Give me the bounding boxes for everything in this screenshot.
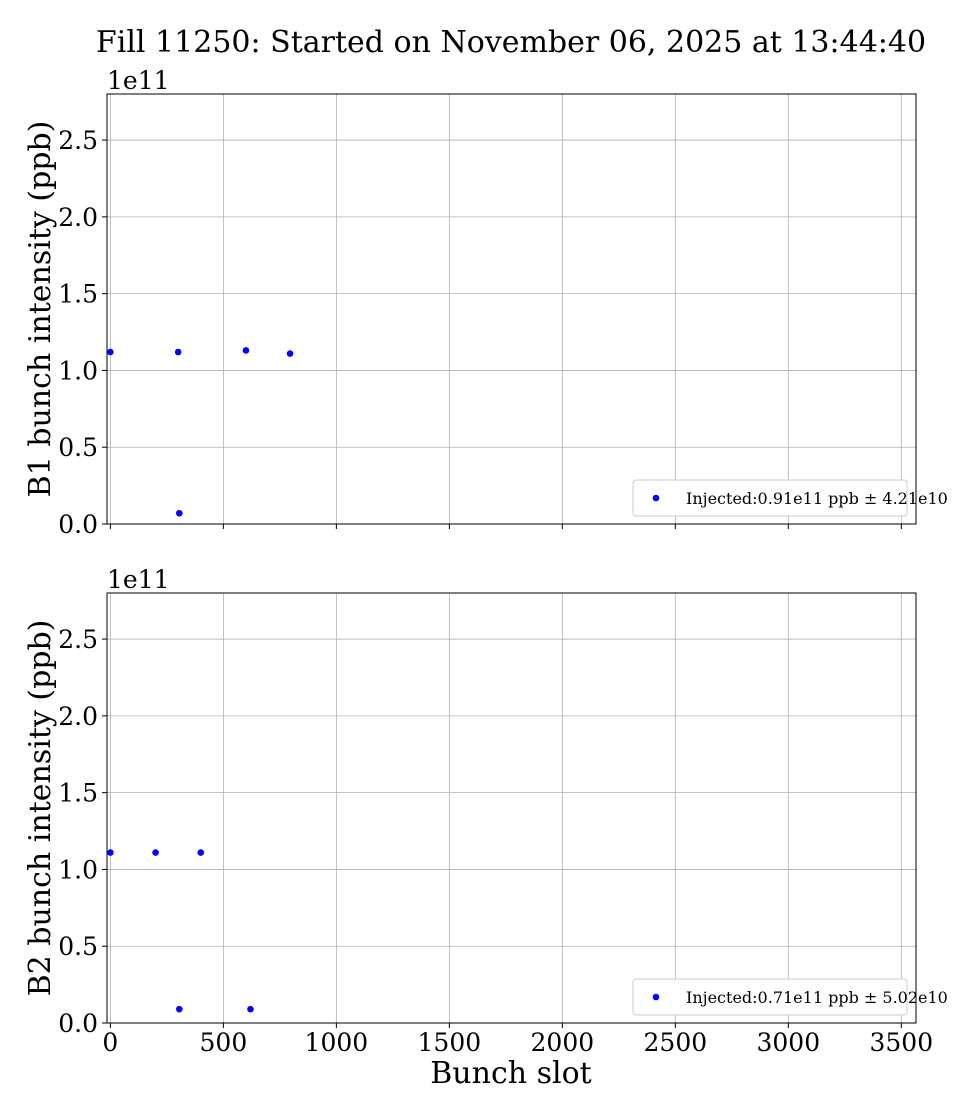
legend-marker <box>652 993 660 1001</box>
legend-box <box>632 479 908 517</box>
y-tick-label: 0.0 <box>58 1009 98 1038</box>
y-tick-label: 1.5 <box>58 779 98 808</box>
legend-label: Injected:0.91e11 ppb ± 4.21e10 <box>686 489 948 508</box>
y-tick-label: 0.5 <box>58 433 98 462</box>
plot-frame <box>106 592 917 1024</box>
y-offset-text: 1e11 <box>107 66 170 95</box>
data-point <box>176 1005 183 1013</box>
figure-title: Fill 11250: Started on November 06, 2025… <box>96 25 926 60</box>
data-point <box>176 509 183 517</box>
plot-frame <box>106 93 917 525</box>
y-offset-text: 1e11 <box>107 565 170 594</box>
y-tick-label: 2.5 <box>58 126 98 155</box>
data-point <box>286 350 294 357</box>
y-tick-label: 1.0 <box>58 356 98 385</box>
x-tick-label: 2500 <box>644 1028 708 1057</box>
legend-marker <box>652 494 660 502</box>
b1-intensity-panel: 0.0 0.5 1.0 1.5 2.0 2.5 1e11 B1 bunch intensity… <box>23 66 948 539</box>
data-point <box>197 849 205 856</box>
legend-box <box>632 978 908 1016</box>
data-point <box>242 347 250 354</box>
data-point <box>107 348 114 356</box>
y-tick-label: 1.5 <box>58 280 98 309</box>
y-tick-label: 1.0 <box>58 855 98 884</box>
b2-intensity-panel: 0 500 1000 1500 2000 2500 3000 3500 0.0 0.5 1.0 1.5… <box>23 565 948 1057</box>
y-tick-label: 0.5 <box>58 932 98 961</box>
x-tick-label: 500 <box>200 1028 248 1057</box>
x-tick-label: 2000 <box>531 1028 595 1057</box>
y-tick-label: 2.0 <box>58 203 98 232</box>
data-point <box>174 348 182 356</box>
x-tick-label: 0 <box>102 1028 118 1057</box>
data-point <box>107 849 114 856</box>
y-tick-label: 2.0 <box>58 702 98 731</box>
legend-label: Injected:0.71e11 ppb ± 5.02e10 <box>686 988 948 1007</box>
y-axis-label: B2 bunch intensity (ppb) <box>23 620 58 997</box>
x-tick-label: 1500 <box>418 1028 482 1057</box>
x-tick-label: 3000 <box>757 1028 821 1057</box>
x-tick-label: 1000 <box>305 1028 369 1057</box>
y-tick-label: 0.0 <box>58 510 98 539</box>
y-axis-label: B1 bunch intensity (ppb) <box>23 121 58 498</box>
x-tick-label: 3500 <box>869 1028 933 1057</box>
y-tick-label: 2.5 <box>58 625 98 654</box>
data-point <box>152 849 159 856</box>
data-point <box>247 1005 254 1013</box>
x-axis-label: Bunch slot <box>430 1056 591 1091</box>
